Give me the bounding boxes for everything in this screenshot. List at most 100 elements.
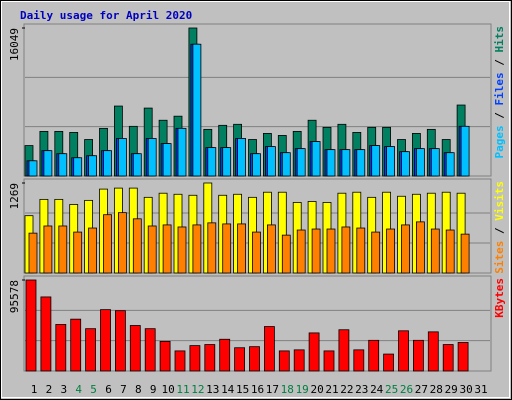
x-tick-label: 15 [236,383,249,396]
legend: KBytes [493,278,506,318]
bar [252,153,261,177]
bar [341,149,351,177]
x-tick-label: 19 [296,383,309,396]
x-tick-label: 1 [31,383,38,396]
bar [278,350,290,372]
bar [398,330,409,372]
bar [58,225,68,274]
x-tick-label: 9 [150,383,157,396]
x-tick-label: 2 [46,383,53,396]
bar [281,152,291,177]
x-tick-label: 23 [355,383,368,396]
bar [144,328,156,372]
bar [460,125,470,177]
bar [40,296,52,372]
bar [147,225,157,274]
bar [70,318,82,372]
x-tick-label: 6 [105,383,112,396]
bar [266,146,276,177]
bar [442,344,454,372]
bar [427,331,439,372]
bar [401,151,410,177]
bar [296,148,306,177]
bar [73,231,83,274]
bar [308,332,320,372]
bar [252,231,261,274]
legend-entry: Hits [493,26,506,53]
bar [445,152,455,177]
x-tick-label: 4 [75,383,82,396]
x-tick-label: 22 [340,383,353,396]
chart-title: Daily usage for April 2020 [20,9,192,22]
bar [88,155,97,177]
x-tick-label: 31 [474,383,487,396]
legend-separator: / [493,53,506,73]
x-tick-label: 25 [385,383,398,396]
x-tick-label: 30 [459,383,472,396]
bar [460,233,470,274]
bar [383,353,395,372]
bar [207,222,217,274]
bar [189,345,201,372]
legend: Sites / Visits [493,181,506,274]
bar [132,153,142,177]
bar [338,329,350,372]
legend-entry: Files [493,72,506,105]
bar [73,157,83,177]
bar [174,350,186,372]
bar [415,148,425,177]
y-tick-label: 16049 [8,28,21,61]
bar [103,150,112,177]
bar [430,148,440,177]
bar [28,160,38,177]
y-tick-label: 95578 [8,280,21,313]
bar [353,349,365,372]
bar [311,228,321,274]
bar [132,218,142,274]
x-tick-label: 7 [120,383,127,396]
bar [100,309,111,372]
bar [192,224,202,274]
bar [323,350,335,372]
bar [326,149,336,177]
bar [162,224,172,274]
x-tick-label: 13 [206,383,219,396]
bar [162,143,172,177]
bar [263,326,275,372]
legend: Pages / Files / Hits [493,26,506,159]
x-tick-label: 18 [281,383,294,396]
legend-separator: / [493,221,506,241]
x-tick-label: 12 [191,383,204,396]
bar [430,228,440,274]
bar [147,138,157,177]
x-tick-label: 26 [400,383,413,396]
x-tick-label: 16 [251,383,264,396]
bar [368,339,380,372]
bar [129,325,141,372]
bar [296,229,306,274]
bar [159,340,171,372]
bar [177,226,187,274]
x-tick-label: 8 [135,383,142,396]
bar [192,43,202,177]
bar [293,349,305,372]
bar [445,229,455,274]
bar [55,324,67,372]
bar [88,227,97,274]
bar [415,221,425,274]
bar [118,212,127,274]
bar [237,138,247,177]
x-tick-label: 28 [430,383,443,396]
legend-entry: Sites [493,241,506,274]
x-tick-label: 27 [415,383,428,396]
bar [326,228,336,274]
bar [118,138,127,177]
x-tick-label: 21 [325,383,338,396]
x-tick-label: 3 [60,383,67,396]
bar [281,234,291,274]
x-tick-label: 29 [445,383,458,396]
y-tick-label: 1269 [8,183,21,210]
bar [386,146,396,177]
